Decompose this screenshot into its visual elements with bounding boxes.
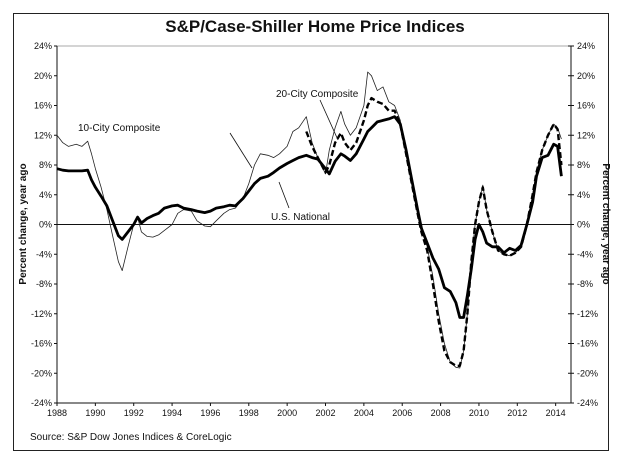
- y-tick-label-right: 20%: [577, 71, 595, 81]
- y-tick-label-left: -20%: [31, 368, 52, 378]
- x-tick-label: 2010: [469, 408, 489, 418]
- y-tick-label-left: 16%: [34, 101, 52, 111]
- y-tick-label-left: 24%: [34, 41, 52, 51]
- x-tick-label: 2008: [431, 408, 451, 418]
- y-tick-label-right: 8%: [577, 160, 590, 170]
- annotation-10-city: 10-City Composite: [78, 123, 161, 134]
- y-tick-label-left: 0%: [39, 220, 52, 230]
- y-tick-label-right: 24%: [577, 41, 595, 51]
- y-tick-label-left: -24%: [31, 398, 52, 408]
- annotation-10-city-arrow: [229, 132, 253, 169]
- chart-frame: [13, 13, 609, 451]
- series-line-u-s-national: [56, 115, 563, 319]
- annotation-us-national: U.S. National: [271, 212, 330, 223]
- y-tick-label-right: -4%: [577, 249, 593, 259]
- x-tick-label: 1990: [85, 408, 105, 418]
- y-tick-label-left: 20%: [34, 71, 52, 81]
- y-tick-label-right: -20%: [577, 368, 598, 378]
- y-tick-label-left: -12%: [31, 309, 52, 319]
- x-tick-label: 1994: [162, 408, 182, 418]
- axes: 24% 24% 20% 20% 16% 16% 12% 12% 8% 8% 4% 4% 0% 0% -4% -…: [31, 41, 598, 418]
- x-tick-label: 2004: [354, 408, 374, 418]
- y-tick-label-left: -4%: [36, 249, 52, 259]
- annotations: 10-City Composite 20-City Composite U.S.…: [78, 89, 359, 223]
- series-lines: [56, 71, 563, 369]
- chart-title: S&P/Case-Shiller Home Price Indices: [165, 17, 465, 36]
- x-tick-label: 2006: [392, 408, 412, 418]
- annotation-20-city: 20-City Composite: [276, 89, 359, 100]
- x-tick-label: 1988: [47, 408, 67, 418]
- y-tick-label-right: 0%: [577, 220, 590, 230]
- y-tick-label-right: 4%: [577, 190, 590, 200]
- x-tick-label: 2000: [277, 408, 297, 418]
- y-tick-label-right: -12%: [577, 309, 598, 319]
- y-axis-label-right: Percent change, year ago: [600, 163, 611, 284]
- y-tick-label-left: 4%: [39, 190, 52, 200]
- series-line-20-city-composite: [305, 96, 563, 367]
- y-tick-label-right: 16%: [577, 101, 595, 111]
- y-tick-label-left: -8%: [36, 279, 52, 289]
- y-axis-label-left: Percent change, year ago: [18, 163, 29, 284]
- x-tick-label: 1998: [239, 408, 259, 418]
- y-tick-label-right: -8%: [577, 279, 593, 289]
- annotation-us-national-arrow: [278, 181, 290, 209]
- x-tick-label: 2014: [546, 408, 566, 418]
- y-tick-label-right: -16%: [577, 339, 598, 349]
- x-tick-label: 2002: [315, 408, 335, 418]
- y-tick-label-left: 8%: [39, 160, 52, 170]
- y-tick-label-right: -24%: [577, 398, 598, 408]
- x-tick-label: 1996: [200, 408, 220, 418]
- y-tick-label-left: -16%: [31, 339, 52, 349]
- annotation-20-city-arrow: [319, 99, 339, 141]
- y-tick-label-left: 12%: [34, 130, 52, 140]
- x-tick-label: 2012: [507, 408, 527, 418]
- y-tick-label-right: 12%: [577, 130, 595, 140]
- source-note: Source: S&P Dow Jones Indices & CoreLogi…: [30, 432, 232, 443]
- x-tick-label: 1992: [124, 408, 144, 418]
